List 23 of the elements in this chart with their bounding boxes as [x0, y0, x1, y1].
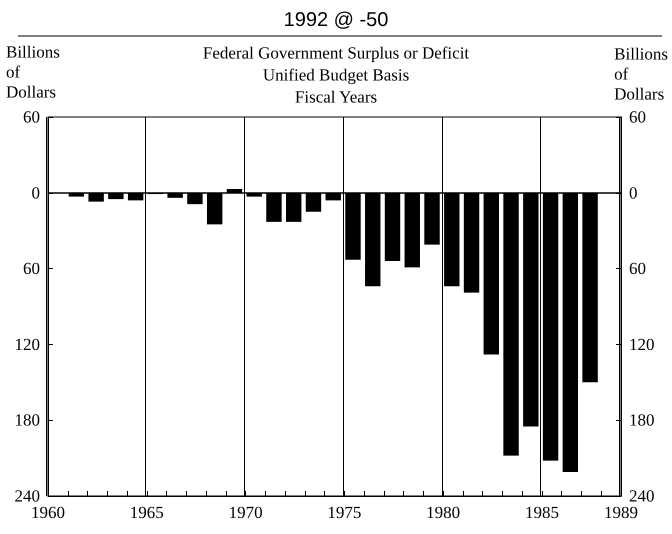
x-tick-label: 1975: [327, 503, 362, 522]
y2-tick-label: 240: [629, 486, 654, 506]
y2-tick-label: 180: [629, 410, 654, 430]
chart-title: 1992 @ -50: [284, 9, 388, 31]
x-tick-label: 1960: [31, 503, 65, 522]
y2-tick-label: 0: [629, 183, 638, 202]
y-tick-label: 60: [23, 259, 40, 278]
y2-tick-label: 60: [629, 108, 646, 126]
x-tick-label: 1980: [426, 503, 460, 522]
y-tick-label: 240: [14, 486, 40, 506]
x-tick-label: 1965: [130, 503, 164, 522]
y2-axis-title: Billions of Dollars: [614, 44, 668, 104]
y2-tick-label: 60: [629, 259, 646, 278]
y-tick-label: 0: [32, 183, 40, 202]
y-tick-label: 180: [14, 410, 40, 430]
x-tick-label: 1970: [228, 503, 263, 522]
y-axis-title: Billions of Dollars: [6, 42, 60, 102]
x-tick-label: 1985: [524, 503, 559, 522]
y2-tick-label: 120: [629, 334, 654, 354]
chart-subtitle: Federal Government Surplus or Deficit Unified Budget Basis Fiscal Years: [202, 44, 470, 106]
y-tick-label: 60: [23, 108, 40, 126]
x-tick-label: 1989: [604, 503, 638, 522]
y-tick-label: 120: [14, 334, 40, 354]
